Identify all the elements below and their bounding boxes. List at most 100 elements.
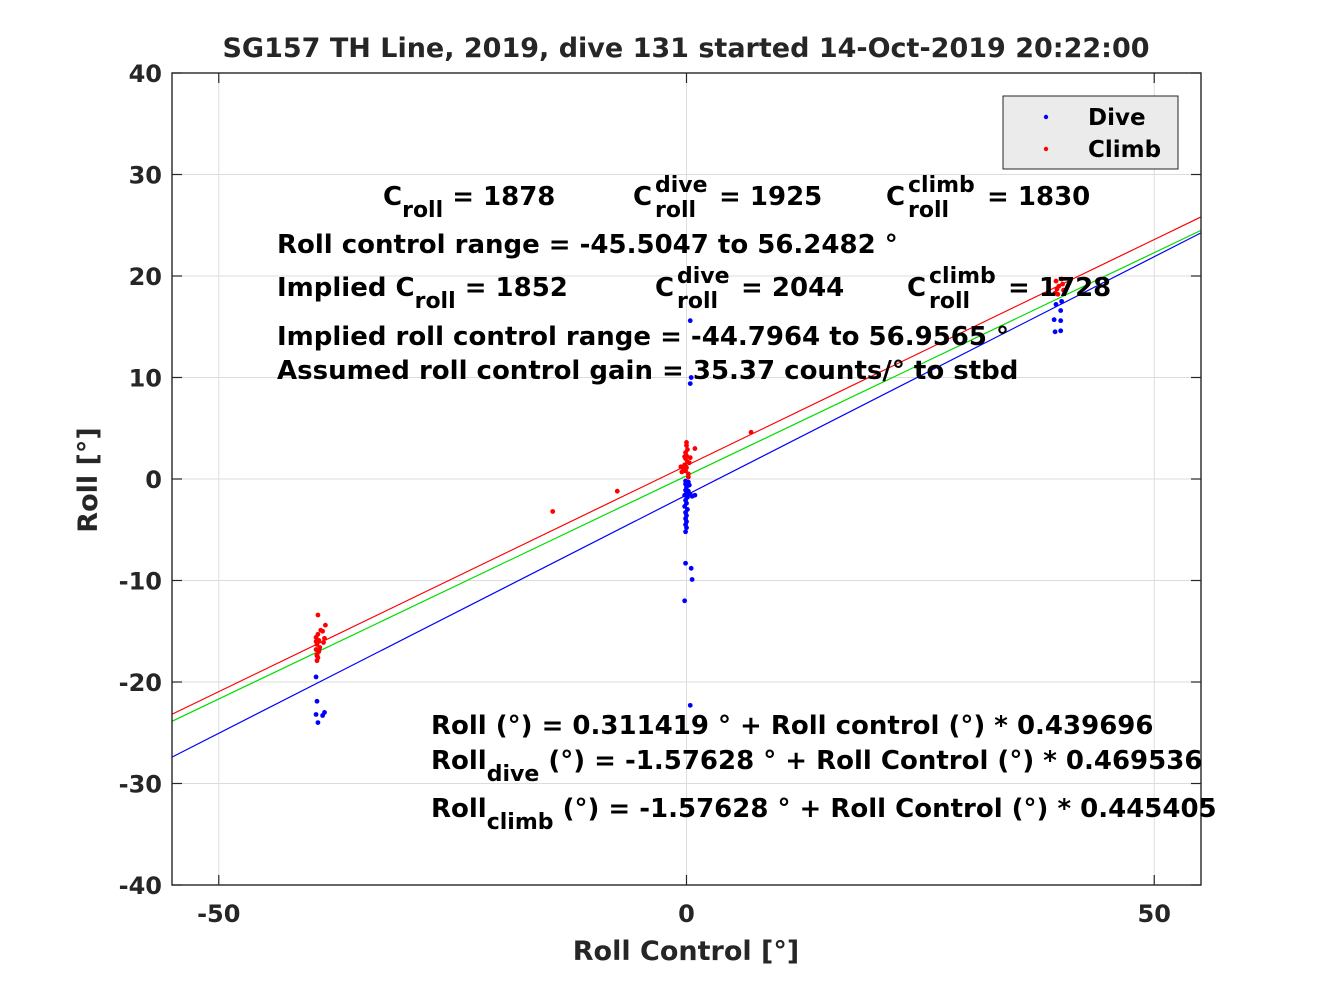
y-axis-label: Roll [°] [73,427,104,532]
annotation-gain: Assumed roll control gain = 35.37 counts… [277,356,1018,386]
series-climb [313,276,1066,664]
data-point [1058,308,1064,313]
tick-labels: -50 0 50 -40 -30 -20 -10 0 10 20 30 40 [119,60,1171,928]
data-point [322,635,327,641]
eq-climb-sub: climb [487,810,554,835]
implied-sub: roll [415,289,456,314]
data-points [313,276,1066,725]
x-tick-label: -50 [197,900,240,928]
eq-climb-rest: (°) = -1.57628 ° + Roll Control (°) * 0.… [554,794,1217,824]
y-tick-label: 10 [129,365,162,393]
legend: Dive Climb [1002,95,1179,170]
data-point [683,529,688,535]
annotation-implied-range: Implied roll control range = -44.7964 to… [277,322,1009,352]
data-point [313,639,319,644]
x-axis-label: Roll Control [°] [573,936,799,967]
data-point [550,509,556,514]
axis-ticks [172,72,1201,886]
eq-dive-rest: (°) = -1.57628 ° + Roll Control (°) * 0.… [539,746,1202,776]
equation-roll-climb: Rollclimb (°) = -1.57628 ° + Roll Contro… [431,794,1217,835]
data-point [682,598,688,604]
implied-value: = 1852 [456,273,568,303]
data-point [685,474,691,480]
y-tick-label: 30 [129,162,162,190]
annotation-roll-control-range: Roll control range = -45.5047 to 56.2482… [277,230,898,260]
implied-dive-sup: dive [677,264,730,289]
series-dive [313,298,1065,725]
x-tick-label: 0 [678,900,695,928]
data-point [748,429,754,435]
implied-climb-sup: climb [929,264,996,289]
data-point [322,710,327,715]
eq-dive-base: Roll [431,746,487,776]
data-point [685,479,691,485]
annotation-c-roll: Croll = 1878 [383,182,555,223]
data-point [314,658,320,664]
data-point [688,565,694,571]
y-tick-label: 20 [129,263,162,291]
data-point [314,698,320,704]
implied-climb-value: = 1728 [999,273,1111,303]
data-point [317,645,323,650]
annotation-implied-c-roll: Implied Croll = 1852 [277,273,568,314]
data-point [688,375,694,380]
data-point [315,612,321,618]
c-roll-base: C [383,182,402,212]
y-tick-label: 40 [129,60,162,88]
data-point [687,318,693,324]
data-point [687,702,693,708]
implied-climb-sub: roll [929,289,970,314]
data-point [1061,287,1066,293]
legend-dive-label: Dive [1088,105,1146,131]
y-tick-label: -40 [119,872,162,900]
c-roll-sub: roll [402,198,443,223]
data-point [313,712,319,717]
c-climb-value: = 1830 [978,182,1090,212]
data-point [682,454,688,460]
eq-dive-sub: dive [487,762,540,787]
data-point [315,720,321,725]
data-point [678,464,684,470]
data-point [684,440,689,445]
y-tick-label: 0 [145,466,162,494]
c-dive-sup: dive [655,173,708,198]
data-point [321,640,326,645]
data-point [679,469,685,475]
data-point [1053,278,1059,284]
data-point [692,446,698,451]
data-point [313,634,319,640]
implied-climb-base: C [907,273,926,303]
data-point [1059,276,1065,282]
c-climb-sup: climb [908,173,975,198]
chart-title: SG157 TH Line, 2019, dive 131 started 14… [222,33,1149,64]
data-point [1052,329,1058,335]
data-point [1051,317,1057,323]
data-point [323,622,328,628]
data-point [692,492,698,498]
y-tick-label: -30 [119,771,162,799]
data-point [683,560,688,566]
data-point [1055,291,1061,297]
c-climb-sub: roll [908,198,949,223]
data-point [682,462,688,468]
legend-climb-marker [1043,146,1049,152]
data-point [1058,318,1064,324]
c-dive-base: C [633,182,652,212]
y-tick-label: -10 [119,568,162,596]
c-climb-base: C [886,182,905,212]
data-point [687,381,693,386]
data-point [1053,302,1059,307]
data-point [1060,281,1065,287]
data-point [1056,283,1062,289]
data-point [682,504,688,509]
legend-box [1002,95,1179,170]
legend-dive-marker [1043,114,1049,120]
c-roll-value: = 1878 [443,182,555,212]
data-point [686,460,692,466]
data-point [318,627,324,633]
